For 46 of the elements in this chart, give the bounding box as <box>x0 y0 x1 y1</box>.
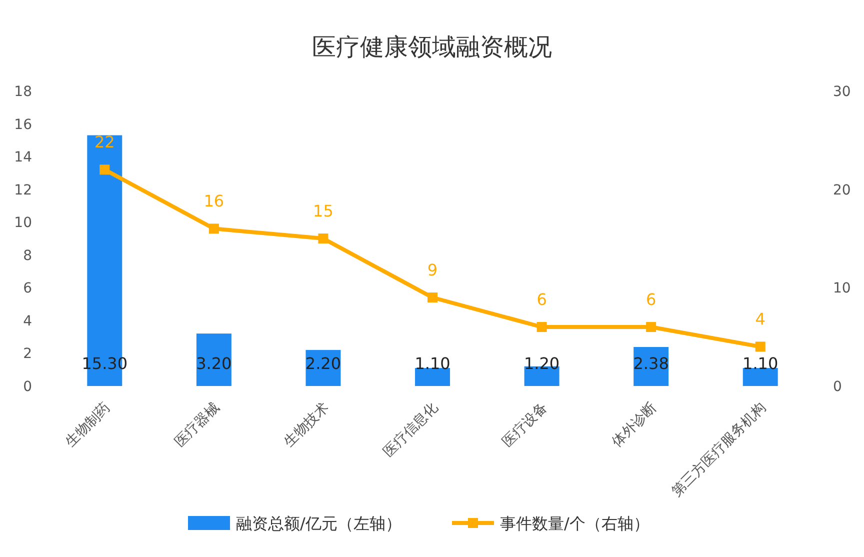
y2-tick-label: 20 <box>833 182 851 198</box>
x-tick-label: 医疗器械 <box>172 400 223 450</box>
x-tick-label: 医疗设备 <box>500 400 551 450</box>
data-label: 2.20 <box>305 354 342 373</box>
y-tick-label: 2 <box>23 346 32 362</box>
y2-tick-label: 10 <box>833 280 851 297</box>
data-label: 22 <box>94 132 115 152</box>
y-tick-label: 12 <box>14 182 32 198</box>
bar <box>415 368 450 386</box>
y-tick-label: 18 <box>14 84 32 100</box>
y-tick-label: 10 <box>14 215 32 232</box>
y-tick-label: 6 <box>23 280 32 297</box>
data-label: 1.10 <box>742 354 778 373</box>
x-tick-label: 体外诊断 <box>608 400 660 450</box>
bar <box>742 368 778 386</box>
data-label: 4 <box>755 310 766 329</box>
y2-tick-label: 0 <box>833 379 842 395</box>
point <box>646 322 656 332</box>
point <box>100 164 110 175</box>
y-tick-label: 16 <box>14 116 32 133</box>
data-label: 2.38 <box>633 354 669 373</box>
y-tick-label: 0 <box>23 379 32 395</box>
y-tick-label: 14 <box>14 150 32 166</box>
point <box>318 234 328 244</box>
y-tick-label: 8 <box>23 248 32 264</box>
x-tick-label: 生物制药 <box>62 400 114 450</box>
data-label: 6 <box>536 290 547 309</box>
legend-label: 事件数量/个（右轴） <box>500 514 650 533</box>
x-tick-label: 第三方医疗服务机构 <box>668 400 770 500</box>
point <box>755 342 766 352</box>
y2-tick-label: 30 <box>833 84 851 100</box>
bar <box>196 334 232 386</box>
point <box>536 322 547 332</box>
data-label: 9 <box>427 260 438 280</box>
point <box>428 292 438 302</box>
data-label: 3.20 <box>196 354 232 373</box>
legend-label: 融资总额/亿元（左轴） <box>236 514 402 533</box>
x-tick-label: 医疗信息化 <box>380 400 442 460</box>
data-label: 6 <box>646 290 656 309</box>
point <box>208 224 219 234</box>
data-label: 15 <box>313 202 334 220</box>
data-label: 1.10 <box>414 354 450 373</box>
data-label: 16 <box>204 192 224 211</box>
x-tick-label: 生物技术 <box>281 400 332 450</box>
y-tick-label: 4 <box>23 313 32 330</box>
chart-title: 医疗健康领域融资概况 <box>312 33 552 61</box>
